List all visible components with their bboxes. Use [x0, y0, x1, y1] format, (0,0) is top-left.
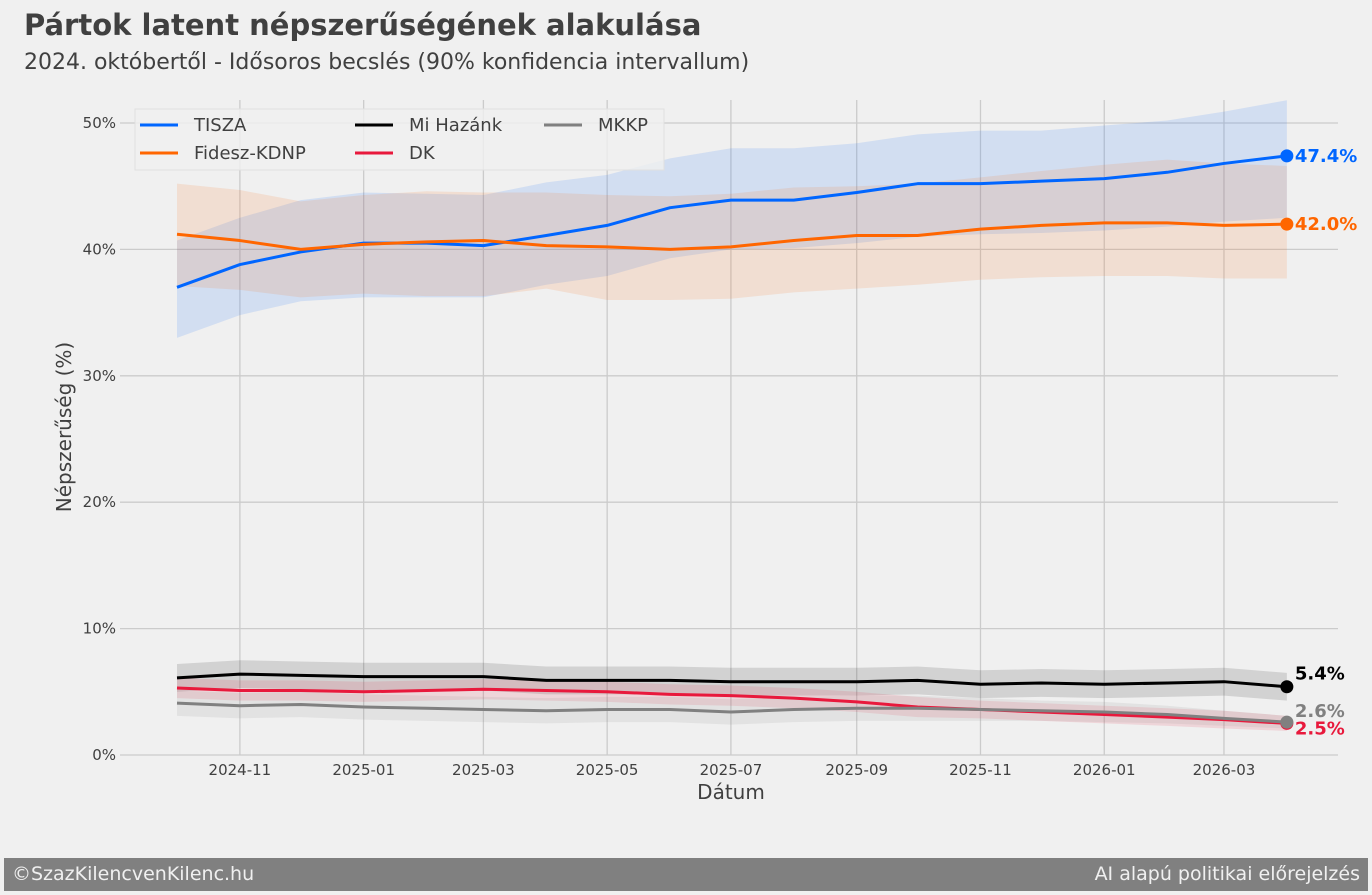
- chart-subtitle: 2024. októbertől - Idősoros becslés (90%…: [24, 50, 750, 75]
- end-point-mkkp: [1280, 715, 1294, 729]
- x-tick-label: 2025-09: [825, 761, 888, 779]
- x-tick-label: 2026-01: [1073, 761, 1136, 779]
- confidence-band-tisza: [177, 100, 1287, 338]
- series-line-mkkp: [176, 701, 1287, 724]
- x-axis-label: Dátum: [697, 780, 765, 804]
- confidence-band-fidesz-kdnp: [177, 159, 1287, 300]
- end-point-tisza: [1280, 149, 1294, 163]
- line-chart: 47.4% 42.0% 5.4% 2.5%2.6% 0% 10% 20% 30% 40% 50%…: [52, 100, 1357, 804]
- series-lines: 47.4% 42.0% 5.4% 2.5%2.6%: [176, 146, 1357, 739]
- y-tick-label: 0%: [92, 746, 116, 764]
- series-line-dk: [176, 686, 1287, 725]
- end-label-tisza: 47.4%: [1295, 146, 1357, 167]
- x-tick-label: 2024-11: [209, 761, 272, 779]
- x-tick-label: 2025-01: [332, 761, 395, 779]
- y-tick-label: 40%: [83, 240, 116, 258]
- end-label-mkkp: 2.6%: [1295, 701, 1345, 722]
- legend-label: TISZA: [193, 115, 247, 136]
- x-tick-label: 2025-07: [700, 761, 763, 779]
- x-tick-label: 2025-11: [949, 761, 1012, 779]
- end-label-mi-hazánk: 5.4%: [1295, 664, 1345, 685]
- end-point-mi-hazánk: [1280, 680, 1294, 694]
- y-tick-label: 10%: [83, 620, 116, 638]
- footer-tagline: AI alapú politikai előrejelzés: [1094, 863, 1360, 885]
- confidence-bands: [177, 100, 1287, 731]
- end-label-dk: 2.5%: [1295, 718, 1345, 739]
- series-line-fidesz-kdnp: [176, 221, 1287, 251]
- legend-label: DK: [409, 143, 436, 164]
- chart-title: Pártok latent népszerűségének alakulása: [24, 8, 702, 42]
- legend-label: MKKP: [598, 115, 648, 136]
- end-label-fidesz-kdnp: 42.0%: [1295, 214, 1357, 235]
- y-tick-label: 30%: [83, 367, 116, 385]
- legend-box: [134, 108, 665, 171]
- y-tick-label: 20%: [83, 493, 116, 511]
- end-point-fidesz-kdnp: [1280, 217, 1294, 231]
- axis-ticks: 0% 10% 20% 30% 40% 50% 2024-11 2025-01 2025-03 20…: [83, 114, 1256, 779]
- x-tick-label: 2026-03: [1193, 761, 1256, 779]
- confidence-band-mkkp: [177, 690, 1287, 729]
- y-axis-label: Népszerűség (%): [52, 342, 76, 512]
- legend-label: Mi Hazánk: [409, 115, 503, 136]
- y-tick-label: 50%: [83, 114, 116, 132]
- legend: TISZA Fidesz-KDNP Mi Hazánk DK MKKP: [134, 108, 665, 171]
- x-tick-label: 2025-05: [576, 761, 639, 779]
- footer-bar: ©SzazKilencvenKilenc.hu AI alapú politik…: [4, 858, 1368, 891]
- series-line-mi-hazánk: [176, 672, 1287, 689]
- x-tick-label: 2025-03: [452, 761, 515, 779]
- footer-copyright: ©SzazKilencvenKilenc.hu: [12, 863, 255, 885]
- legend-label: Fidesz-KDNP: [194, 143, 306, 164]
